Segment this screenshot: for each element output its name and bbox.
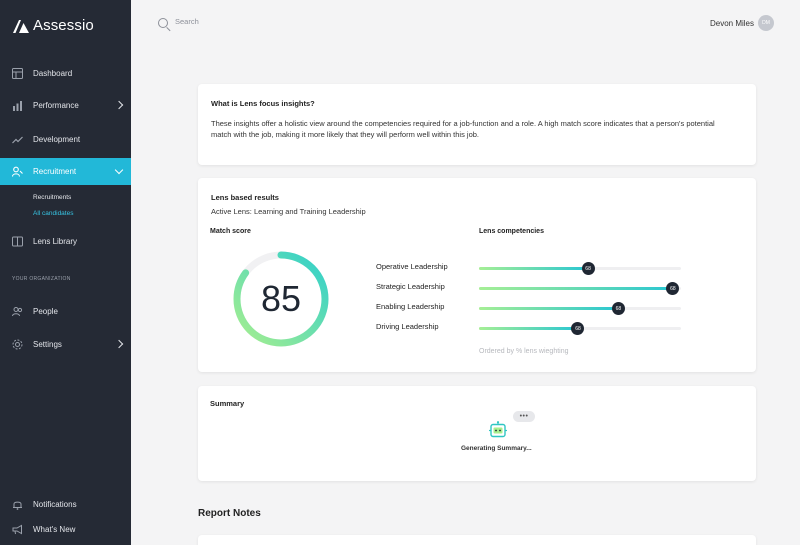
competency-score-badge[interactable]: 68 bbox=[666, 282, 680, 295]
competency-bar-track: 68 bbox=[479, 302, 681, 315]
chevron-down-icon bbox=[114, 165, 124, 175]
competency-bar-fill bbox=[479, 267, 589, 270]
bar-chart-icon bbox=[12, 100, 23, 111]
insights-description: These insights offer a holistic view aro… bbox=[211, 119, 715, 139]
app-logo[interactable]: Assessio bbox=[13, 17, 94, 34]
competency-bar-fill bbox=[479, 327, 578, 330]
sidebar-item-people[interactable]: People bbox=[0, 298, 131, 325]
user-search-icon bbox=[12, 166, 23, 177]
competency-bar-fill bbox=[479, 287, 673, 290]
competencies-label: Lens competencies bbox=[479, 228, 544, 235]
sidebar-item-whats-new[interactable]: What's New bbox=[0, 516, 131, 543]
active-lens-label: Active Lens: Learning and Training Leade… bbox=[211, 207, 366, 216]
sidebar-item-label: What's New bbox=[33, 525, 76, 534]
summary-card: Summary ••• Generating Summary... bbox=[198, 386, 756, 481]
chevron-right-icon bbox=[114, 339, 124, 349]
book-icon bbox=[12, 236, 23, 247]
sidebar: Assessio Dashboard Performance Developme… bbox=[0, 0, 131, 545]
competency-label: Strategic Leadership bbox=[376, 282, 445, 291]
competency-score-badge[interactable]: 68 bbox=[571, 322, 585, 335]
competency-bar-track: 68 bbox=[479, 282, 681, 295]
chevron-right-icon bbox=[114, 100, 124, 110]
match-score-value: 85 bbox=[260, 278, 302, 319]
sidebar-subitem-recruitments[interactable]: Recruitments bbox=[33, 194, 72, 201]
sidebar-item-recruitment[interactable]: Recruitment bbox=[0, 158, 131, 185]
report-notes-card bbox=[198, 535, 756, 545]
sidebar-item-label: Performance bbox=[33, 101, 79, 110]
report-notes-heading: Report Notes bbox=[198, 508, 261, 519]
sidebar-item-performance[interactable]: Performance bbox=[0, 92, 131, 119]
summary-title: Summary bbox=[210, 399, 245, 408]
sidebar-item-development[interactable]: Development bbox=[0, 126, 131, 153]
competency-bar-track: 68 bbox=[479, 322, 681, 335]
sidebar-item-settings[interactable]: Settings bbox=[0, 331, 131, 358]
search-input[interactable] bbox=[175, 17, 375, 26]
sidebar-item-label: Lens Library bbox=[33, 237, 78, 246]
trend-icon bbox=[12, 134, 23, 145]
bell-icon bbox=[12, 499, 23, 510]
user-name[interactable]: Devon Miles bbox=[709, 19, 754, 28]
sidebar-item-label: Notifications bbox=[33, 500, 77, 509]
megaphone-icon bbox=[12, 524, 23, 535]
competency-bar-track: 68 bbox=[479, 262, 681, 275]
gear-icon bbox=[12, 339, 23, 350]
sidebar-item-notifications[interactable]: Notifications bbox=[0, 491, 131, 518]
dashboard-icon bbox=[12, 68, 23, 79]
sidebar-subitem-all-candidates[interactable]: All candidates bbox=[33, 210, 74, 217]
sidebar-item-label: Development bbox=[33, 135, 81, 144]
robot-icon bbox=[489, 421, 507, 438]
generating-summary-status: Generating Summary... bbox=[461, 445, 532, 452]
competency-label: Operative Leadership bbox=[376, 262, 448, 271]
sidebar-item-label: People bbox=[33, 307, 58, 316]
results-title: Lens based results bbox=[211, 193, 279, 202]
insights-title: What is Lens focus insights? bbox=[211, 99, 315, 108]
people-icon bbox=[12, 306, 23, 317]
sidebar-item-lens-library[interactable]: Lens Library bbox=[0, 228, 131, 255]
search-icon[interactable] bbox=[158, 18, 168, 28]
lens-results-card: Lens based results Active Lens: Learning… bbox=[198, 178, 756, 372]
top-bar: Devon Miles DM bbox=[131, 0, 800, 50]
logo-mark-icon bbox=[13, 19, 29, 33]
typing-dots-bubble: ••• bbox=[513, 411, 535, 422]
sidebar-item-label: Dashboard bbox=[33, 69, 73, 78]
avatar[interactable]: DM bbox=[758, 15, 774, 31]
sidebar-item-label: Settings bbox=[33, 340, 62, 349]
competency-label: Enabling Leadership bbox=[376, 302, 445, 311]
sidebar-item-label: Recruitment bbox=[33, 167, 77, 176]
section-title-organization: YOUR ORGANIZATION bbox=[12, 276, 71, 282]
competency-score-badge[interactable]: 68 bbox=[611, 302, 625, 315]
match-score-ring bbox=[233, 251, 329, 347]
match-score-label: Match score bbox=[210, 228, 251, 235]
competency-score-badge[interactable]: 68 bbox=[581, 262, 595, 275]
sidebar-item-dashboard[interactable]: Dashboard bbox=[0, 60, 131, 87]
insights-card: What is Lens focus insights? These insig… bbox=[198, 84, 756, 165]
competency-label: Driving Leadership bbox=[376, 322, 439, 331]
competency-bar-fill bbox=[479, 307, 619, 310]
ordered-by-note: Ordered by % lens wieghting bbox=[479, 348, 569, 355]
match-score-arc bbox=[233, 251, 329, 347]
app-name: Assessio bbox=[33, 17, 94, 34]
